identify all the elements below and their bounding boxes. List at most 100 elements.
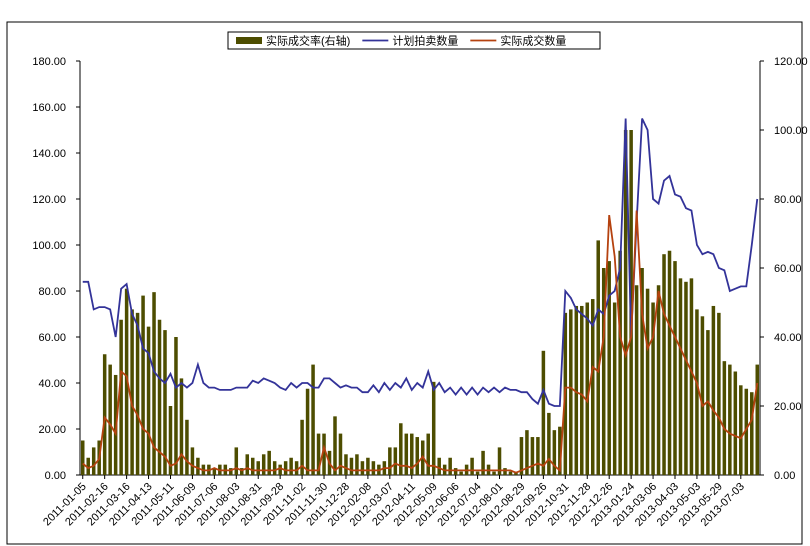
legend-label: 实际成交数量 — [500, 33, 566, 47]
line — [82, 118, 759, 407]
bar — [130, 309, 134, 475]
bar — [349, 457, 354, 475]
bar — [404, 433, 409, 475]
bar — [580, 305, 584, 475]
bar — [645, 288, 650, 475]
bar — [168, 406, 173, 475]
legend-label: 实际成交率(右轴) — [266, 33, 350, 47]
y-tick-label: 0.00 — [45, 470, 66, 482]
bar — [179, 378, 184, 475]
bar — [459, 471, 463, 475]
legend: 实际成交率(右轴) 计划拍卖数量 实际成交数量 — [227, 31, 601, 50]
bar — [212, 468, 217, 475]
bar — [234, 447, 239, 475]
bar — [618, 250, 622, 475]
y2-tick-label: 80.00 — [774, 194, 802, 206]
bar — [623, 130, 628, 475]
line — [82, 210, 759, 474]
bar — [574, 305, 579, 475]
bar — [755, 364, 760, 475]
bar — [174, 337, 178, 475]
bar — [163, 330, 167, 475]
bar — [481, 450, 485, 475]
bar — [640, 268, 644, 475]
bar — [152, 292, 156, 475]
bar — [415, 437, 420, 475]
bar — [355, 454, 359, 475]
bar — [651, 302, 655, 475]
bar — [102, 354, 107, 475]
bar — [453, 468, 458, 475]
bar — [492, 471, 496, 475]
y-tick-label: 100.00 — [32, 240, 66, 252]
bar — [190, 447, 195, 475]
bar — [673, 261, 677, 475]
bar — [311, 364, 315, 475]
legend-box — [227, 31, 601, 50]
bar — [146, 326, 151, 475]
bar — [744, 388, 749, 475]
bar — [399, 423, 403, 475]
bar — [437, 457, 441, 475]
y-tick-label: 140.00 — [32, 148, 66, 160]
bar — [108, 364, 112, 475]
bar — [305, 388, 310, 475]
bar — [596, 240, 600, 475]
bar — [338, 433, 343, 475]
bar — [750, 392, 754, 475]
bar — [569, 309, 573, 475]
bar — [261, 454, 266, 475]
bar — [552, 430, 557, 475]
bar — [393, 447, 398, 475]
bar — [497, 447, 502, 475]
bar — [448, 457, 452, 475]
bar — [695, 309, 699, 475]
bar — [80, 440, 85, 475]
bar — [388, 447, 392, 475]
y-tick-label: 20.00 — [38, 424, 66, 436]
bar — [316, 433, 321, 475]
bar — [135, 312, 140, 475]
bar — [272, 461, 277, 475]
y-tick-label: 180.00 — [32, 56, 66, 68]
bar — [728, 364, 732, 475]
bar — [722, 361, 727, 475]
y2-tick-label: 100.00 — [774, 125, 808, 137]
bar — [119, 319, 123, 475]
bar — [229, 468, 233, 475]
bar — [245, 454, 250, 475]
bar — [634, 285, 639, 475]
bar — [283, 461, 288, 475]
bar — [700, 316, 705, 475]
bar — [530, 437, 535, 475]
bar — [541, 350, 546, 475]
bar — [733, 371, 738, 475]
bar — [612, 302, 617, 475]
bar — [607, 261, 611, 475]
bar — [503, 468, 507, 475]
legend-swatch — [236, 37, 262, 44]
y2-tick-label: 40.00 — [774, 332, 802, 344]
bar — [289, 457, 293, 475]
bar — [684, 281, 688, 475]
bar — [185, 419, 189, 475]
bar — [590, 299, 595, 475]
bar — [240, 468, 244, 475]
bar — [536, 437, 540, 475]
bar — [678, 278, 683, 475]
y2-tick-label: 60.00 — [774, 263, 802, 275]
bar — [371, 461, 376, 475]
bar — [124, 288, 129, 475]
bar — [525, 430, 529, 475]
bar — [333, 416, 337, 475]
y2-tick-label: 0.00 — [774, 470, 795, 482]
bar — [344, 454, 348, 475]
bar — [431, 381, 436, 475]
bar — [558, 426, 562, 475]
y-tick-label: 80.00 — [38, 286, 66, 298]
y2-tick-label: 20.00 — [774, 401, 802, 413]
y-tick-label: 160.00 — [32, 102, 66, 114]
bar — [711, 305, 716, 475]
bar — [475, 471, 480, 475]
